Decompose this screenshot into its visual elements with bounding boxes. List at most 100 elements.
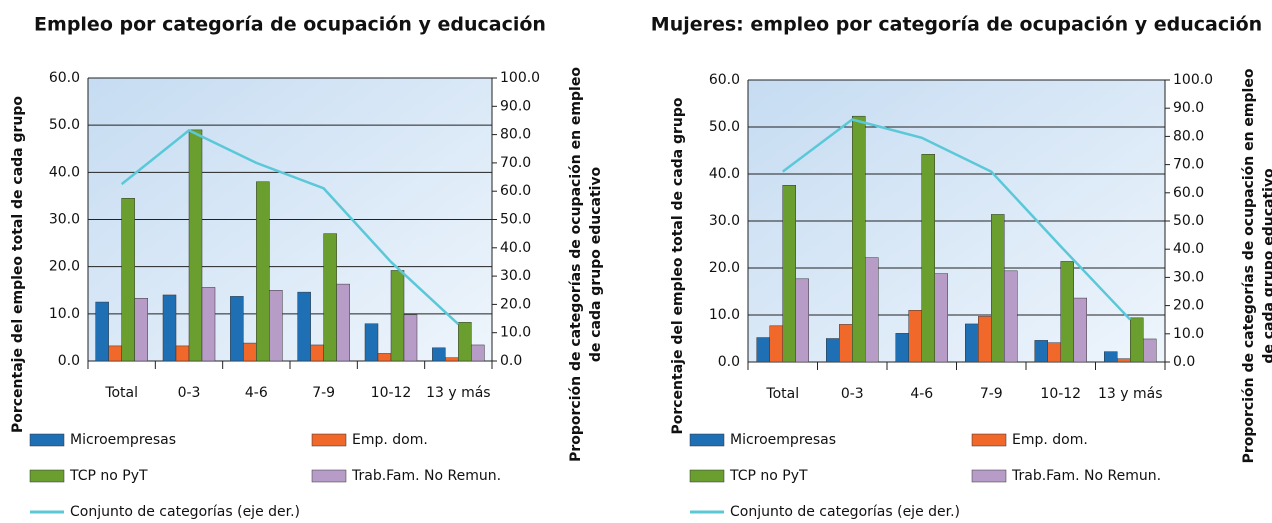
- bar: [1047, 342, 1061, 363]
- bar: [826, 338, 840, 363]
- y2-axis-title: Proporción de categorías de ocupación en…: [1241, 68, 1257, 463]
- y2-tick-label: 80.0: [1173, 128, 1204, 144]
- y-tick-label: 0.0: [718, 354, 740, 370]
- y2-tick-label: 30.0: [1173, 269, 1204, 285]
- y2-tick-label: 80.0: [500, 127, 531, 143]
- y-tick-label: 50.0: [49, 117, 80, 133]
- x-tick-label: 7-9: [980, 386, 1003, 402]
- bar: [121, 198, 135, 362]
- legend-swatch: [29, 469, 65, 483]
- x-tick-label: 13 y más: [426, 385, 491, 401]
- bar: [769, 325, 783, 363]
- legend-label: Emp. dom.: [1012, 432, 1088, 448]
- legend-swatch: [689, 469, 725, 483]
- legend-label: Conjunto de categorías (eje der.): [70, 504, 300, 519]
- bar: [201, 287, 216, 362]
- y2-tick-label: 60.0: [500, 183, 531, 199]
- y-axis-title: Porcentaje del empleo total de cada grup…: [10, 96, 26, 433]
- y-tick-label: 30.0: [709, 213, 740, 229]
- y-tick-label: 20.0: [709, 260, 740, 276]
- line: [120, 128, 460, 326]
- y2-tick-label: 10.0: [500, 325, 531, 341]
- legend-swatch: [29, 433, 65, 447]
- line: [781, 118, 1132, 321]
- bar: [1034, 340, 1048, 363]
- legend-swatch: [971, 469, 1007, 483]
- x-tick-label: 10-12: [371, 385, 412, 401]
- bar: [458, 322, 472, 362]
- chart-title: Mujeres: empleo por categoría de ocupaci…: [651, 14, 1262, 36]
- legend-label: Conjunto de categorías (eje der.): [730, 504, 960, 519]
- y2-tick-label: 90.0: [500, 98, 531, 114]
- bar: [782, 185, 796, 363]
- y2-tick-label: 50.0: [1173, 213, 1204, 229]
- y2-tick-label: 70.0: [1173, 157, 1204, 173]
- y2-tick-label: 100.0: [500, 70, 540, 86]
- bar: [1060, 261, 1074, 363]
- y2-tick-label: 40.0: [500, 240, 531, 256]
- bar: [908, 310, 922, 363]
- bar: [95, 301, 109, 362]
- bar: [865, 257, 879, 363]
- x-tick-label: 0-3: [841, 386, 864, 402]
- bar: [134, 298, 148, 362]
- legend-swatch: [971, 433, 1007, 447]
- bar: [377, 353, 392, 362]
- bar: [256, 181, 270, 362]
- bar: [175, 345, 190, 362]
- bar: [243, 342, 257, 362]
- bar: [364, 323, 379, 362]
- bar: [1073, 297, 1087, 363]
- y-tick-label: 0.0: [58, 353, 80, 369]
- legend-swatch: [689, 433, 725, 447]
- y2-tick-label: 20.0: [1173, 298, 1204, 314]
- x-tick-label: Total: [104, 385, 138, 401]
- legend-label: Microempresas: [730, 432, 836, 448]
- bar: [310, 344, 324, 362]
- y-axis-title: Porcentaje del empleo total de cada grup…: [670, 97, 686, 434]
- bar: [1143, 338, 1157, 363]
- y2-tick-label: 10.0: [1173, 326, 1204, 342]
- bar: [403, 314, 418, 362]
- y-tick-label: 60.0: [709, 72, 740, 88]
- y2-tick-label: 70.0: [500, 155, 531, 171]
- bar: [1104, 351, 1118, 363]
- y2-tick-label: 20.0: [500, 296, 531, 312]
- bar: [432, 347, 446, 362]
- y2-tick-label: 30.0: [500, 268, 531, 284]
- bar: [390, 270, 405, 362]
- bar: [297, 291, 311, 362]
- y-tick-label: 60.0: [49, 70, 80, 86]
- bar: [1130, 317, 1144, 363]
- legend-label: TCP no PyT: [69, 468, 148, 484]
- bar: [471, 344, 485, 362]
- y-tick-label: 40.0: [49, 164, 80, 180]
- bar: [445, 357, 459, 362]
- bar: [1117, 358, 1131, 363]
- bar: [1004, 270, 1018, 363]
- legend-swatch: [311, 469, 347, 483]
- y2-axis-title: Proporción de categorías de ocupación en…: [568, 67, 584, 462]
- y2-tick-label: 0.0: [500, 353, 522, 369]
- bar: [895, 333, 909, 363]
- bar: [934, 273, 948, 363]
- y-tick-label: 50.0: [709, 119, 740, 135]
- y-tick-label: 30.0: [49, 212, 80, 228]
- bar: [756, 337, 770, 363]
- bar: [188, 129, 203, 362]
- y2-tick-label: 40.0: [1173, 241, 1204, 257]
- bar: [839, 324, 853, 363]
- bar: [991, 214, 1005, 363]
- x-tick-label: 0-3: [178, 385, 201, 401]
- y2-tick-label: 60.0: [1173, 185, 1204, 201]
- bar: [336, 283, 350, 362]
- legend-label: Emp. dom.: [352, 432, 428, 448]
- x-tick-label: 4-6: [245, 385, 268, 401]
- y2-tick-label: 50.0: [500, 212, 531, 228]
- x-tick-label: 13 y más: [1098, 386, 1163, 402]
- bar: [978, 316, 992, 363]
- x-tick-label: 4-6: [910, 386, 933, 402]
- y-tick-label: 10.0: [709, 307, 740, 323]
- bar: [230, 296, 244, 362]
